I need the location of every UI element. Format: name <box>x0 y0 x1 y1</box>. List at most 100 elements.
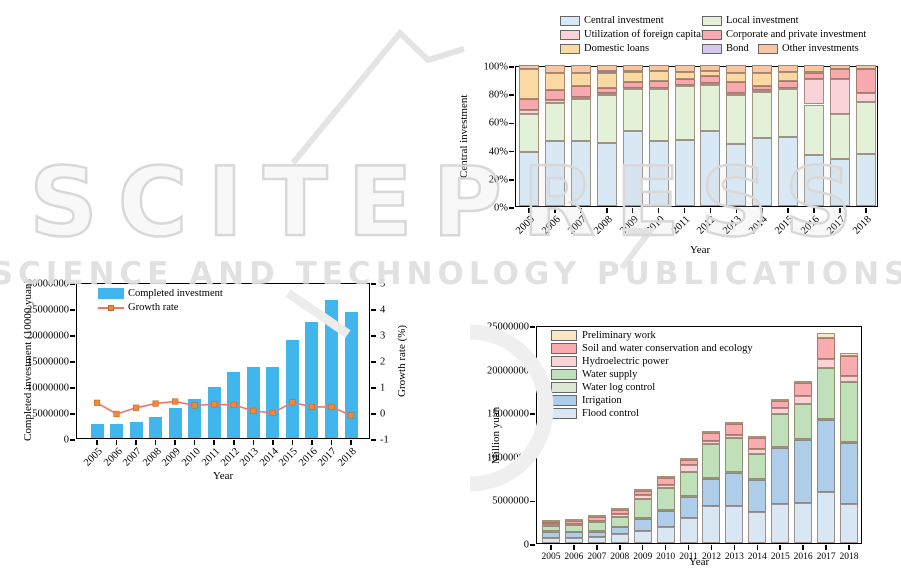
x-tick-mark <box>733 545 736 550</box>
bar-segment-irrigation <box>840 442 858 504</box>
bar-segment-flood-control <box>771 503 790 543</box>
y-tick-mark <box>530 500 535 503</box>
completed-investment-bar <box>246 366 260 438</box>
legend-label: Water log control <box>582 382 656 393</box>
bar-segment-water-supply <box>817 367 836 420</box>
growth-rate-marker <box>113 410 120 418</box>
y-tick-label: 20% <box>488 174 508 186</box>
legend-label: Central investment <box>584 15 664 26</box>
bar-segment-irrigation <box>610 527 629 535</box>
x-tick-year-label: 2007 <box>587 552 607 562</box>
left-y-tick-label: 25000000 <box>27 304 69 316</box>
growth-rate-marker <box>347 412 355 419</box>
bar-segment-flood-control <box>679 517 698 543</box>
funding-chart-x-axis-label: Year <box>689 244 711 256</box>
bar-segment-corporate-and-private-investment <box>544 90 565 101</box>
left-y-tick-mark <box>70 283 75 285</box>
bar-segment-corporate-and-private-investment <box>856 69 876 94</box>
legend-label: Flood control <box>582 408 639 419</box>
bar-segment-other-investments <box>700 65 721 71</box>
y-tick-mark <box>530 544 535 546</box>
funding-chart-y-axis-label: Central investment <box>458 94 470 179</box>
x-tick-mark <box>272 440 274 445</box>
bar-segment-preliminary-work <box>817 332 836 339</box>
x-tick-year-label: 2014 <box>747 552 767 562</box>
bar-segment-water-supply <box>702 443 721 479</box>
bar-segment-central-investment <box>648 141 669 206</box>
bar-segment-irrigation <box>725 473 744 506</box>
bar-segment-flood-control <box>610 534 629 543</box>
x-tick-year-label: 2009 <box>160 446 183 469</box>
x-tick-mark <box>683 208 686 213</box>
completed-investment-bar <box>110 424 124 438</box>
bar-segment-other-investments <box>519 65 539 70</box>
bar-segment-central-investment <box>570 141 591 206</box>
watermark-logo-line <box>290 28 465 165</box>
right-y-tick-label: 3 <box>380 330 386 342</box>
bar-segment-soil-and-water-conservation-and-ecology <box>702 433 721 441</box>
bar-segment-local-investment <box>519 114 539 153</box>
legend-swatch <box>551 408 577 419</box>
legend-swatch <box>551 330 577 341</box>
legend-item-completed-investment: Completed investment <box>98 288 223 299</box>
left-y-tick-mark <box>70 309 75 311</box>
bar-segment-domestic-loans <box>752 73 773 87</box>
legend-item-local-investment: Local investment <box>702 15 799 26</box>
legend-swatch <box>702 29 722 40</box>
bar-segment-utilization-of-foreign-capital <box>830 79 851 115</box>
x-tick-mark <box>641 545 644 550</box>
bar-segment-central-investment <box>778 136 799 206</box>
y-tick-mark <box>530 326 535 328</box>
bar-segment-preliminary-work <box>794 381 813 384</box>
x-tick-mark <box>573 545 575 550</box>
x-tick-year-label: 2013 <box>721 214 745 237</box>
x-tick-mark <box>580 208 582 213</box>
bar-segment-irrigation <box>587 531 606 537</box>
bar-segment-corporate-and-private-investment <box>622 81 643 88</box>
bar-segment-other-investments <box>596 65 617 71</box>
completed-investment-swatch <box>98 288 124 299</box>
x-tick-year-label: 2013 <box>724 552 744 562</box>
bar-segment-other-investments <box>830 65 851 70</box>
right-y-tick-label: 2 <box>380 356 386 368</box>
bar-segment-soil-and-water-conservation-and-ecology <box>542 522 560 525</box>
bar-segment-irrigation <box>817 420 836 492</box>
x-tick-mark <box>631 208 634 213</box>
x-tick-year-label: 2005 <box>514 214 537 237</box>
completed-investment-bar <box>266 367 280 438</box>
bar-segment-domestic-loans <box>700 70 721 77</box>
bar-segment-hydroelectric-power <box>679 465 698 472</box>
y-tick-mark <box>509 150 514 153</box>
right-y-tick-mark <box>371 387 376 389</box>
growth-rate-line <box>93 398 355 419</box>
growth-rate-marker <box>152 400 159 407</box>
legend-swatch <box>560 29 580 40</box>
investment-chart-x-axis-label: Year <box>212 470 234 482</box>
purpose-chart-x-axis-label: Year <box>688 556 710 568</box>
x-tick-mark <box>115 440 118 445</box>
left-y-tick-mark <box>70 387 75 389</box>
x-tick-year-label: 2013 <box>238 446 262 469</box>
right-y-tick-mark <box>371 413 376 415</box>
bar-segment-domestic-loans <box>622 72 643 82</box>
x-tick-mark <box>528 208 530 213</box>
legend-label-growth-rate: Growth rate <box>128 302 179 313</box>
bar-segment-other-investments <box>570 65 591 74</box>
bar-segment-preliminary-work <box>610 507 629 510</box>
right-y-tick-mark <box>371 283 376 285</box>
x-tick-mark <box>330 440 333 445</box>
legend-label: Corporate and private investment <box>726 29 867 40</box>
bar-segment-utilization-of-foreign-capital <box>804 79 825 105</box>
bar-segment-local-investment <box>778 88 799 137</box>
legend-item-water-log-control: Water log control <box>551 382 753 393</box>
x-tick-year-label: 2017 <box>816 552 836 562</box>
bar-segment-irrigation <box>679 496 698 518</box>
x-tick-year-label: 2011 <box>669 214 693 237</box>
x-tick-mark <box>619 545 621 550</box>
right-y-tick-label: 1 <box>380 382 386 394</box>
growth-rate-marker <box>230 401 237 408</box>
bar-segment-irrigation <box>702 479 721 507</box>
bar-segment-utilization-of-foreign-capital <box>856 93 876 102</box>
legend-swatch <box>551 382 577 393</box>
